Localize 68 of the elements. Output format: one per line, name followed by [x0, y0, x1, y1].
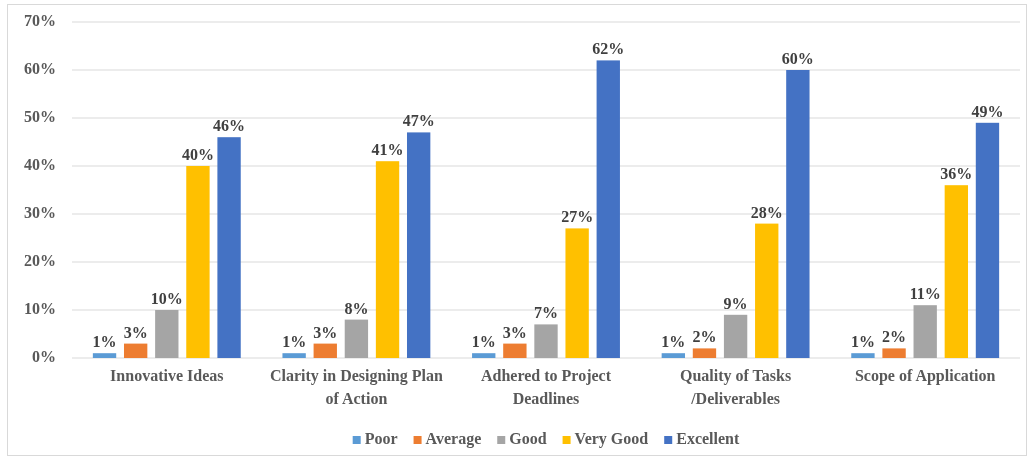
data-label: 60% — [781, 50, 814, 67]
legend-label: Poor — [364, 429, 398, 447]
bar — [217, 137, 241, 358]
legend-label: Good — [509, 429, 547, 447]
bar — [534, 324, 558, 358]
data-label: 40% — [181, 146, 214, 163]
data-label: 41% — [371, 141, 404, 159]
bar — [186, 166, 210, 358]
bar — [975, 122, 1000, 358]
data-label: 10% — [150, 290, 183, 307]
bar — [313, 343, 337, 358]
y-tick-label: 70% — [24, 11, 56, 29]
data-label: 27% — [561, 208, 594, 226]
x-tick-label: Clarity in Designing Plan of Action — [269, 367, 443, 407]
bar — [565, 228, 589, 358]
data-label: 62% — [592, 40, 625, 58]
y-tick-label: 20% — [24, 251, 56, 269]
data-label: 1% — [282, 333, 307, 351]
x-tick-label: Innovative Ideas — [110, 367, 224, 384]
data-label: 1% — [850, 333, 875, 351]
bar — [596, 60, 620, 358]
legend-label: Very Good — [574, 429, 649, 448]
y-tick-label: 0% — [32, 347, 56, 365]
bar — [503, 343, 527, 358]
legend-label: Average — [425, 429, 482, 448]
bar — [123, 343, 148, 358]
data-label: 2% — [692, 328, 717, 346]
legend-label: Excellent — [676, 429, 740, 447]
data-label: 46% — [213, 117, 246, 135]
bar — [755, 223, 779, 358]
data-label: 1% — [661, 333, 686, 351]
data-label: 28% — [750, 203, 783, 221]
data-label: 11% — [909, 285, 941, 303]
bar — [282, 353, 306, 358]
x-tick-label: Scope of Application — [854, 367, 996, 385]
bar — [344, 319, 369, 358]
bar — [882, 348, 906, 358]
bar — [913, 305, 937, 358]
bar — [92, 353, 117, 358]
bar — [375, 161, 400, 358]
bar — [723, 314, 748, 358]
data-label: 2% — [882, 328, 907, 346]
data-label: 3% — [502, 323, 527, 341]
data-label: 1% — [92, 333, 117, 351]
data-label: 1% — [471, 333, 496, 351]
x-tick-label: Quality of Tasks /Deliverables — [680, 367, 792, 407]
bar — [786, 70, 810, 358]
data-label: 8% — [344, 299, 369, 317]
data-label: 49% — [971, 102, 1004, 120]
bar — [406, 132, 431, 358]
y-tick-label: 30% — [24, 203, 56, 221]
y-tick-label: 50% — [24, 107, 56, 125]
data-label: 3% — [123, 323, 148, 341]
bar — [692, 348, 717, 358]
bar — [155, 310, 179, 358]
bar — [661, 353, 686, 358]
data-label: 3% — [313, 323, 338, 341]
bar — [472, 353, 496, 358]
data-label: 9% — [723, 294, 748, 312]
bar — [944, 185, 969, 358]
x-tick-label: Adhered to Project Deadlines — [480, 367, 612, 407]
data-label: 47% — [402, 112, 435, 130]
bar — [851, 353, 875, 358]
y-tick-label: 60% — [24, 59, 56, 77]
y-tick-label: 10% — [24, 299, 56, 317]
data-label: 7% — [534, 304, 558, 322]
y-tick-label: 40% — [24, 155, 56, 173]
data-label: 36% — [940, 165, 973, 183]
